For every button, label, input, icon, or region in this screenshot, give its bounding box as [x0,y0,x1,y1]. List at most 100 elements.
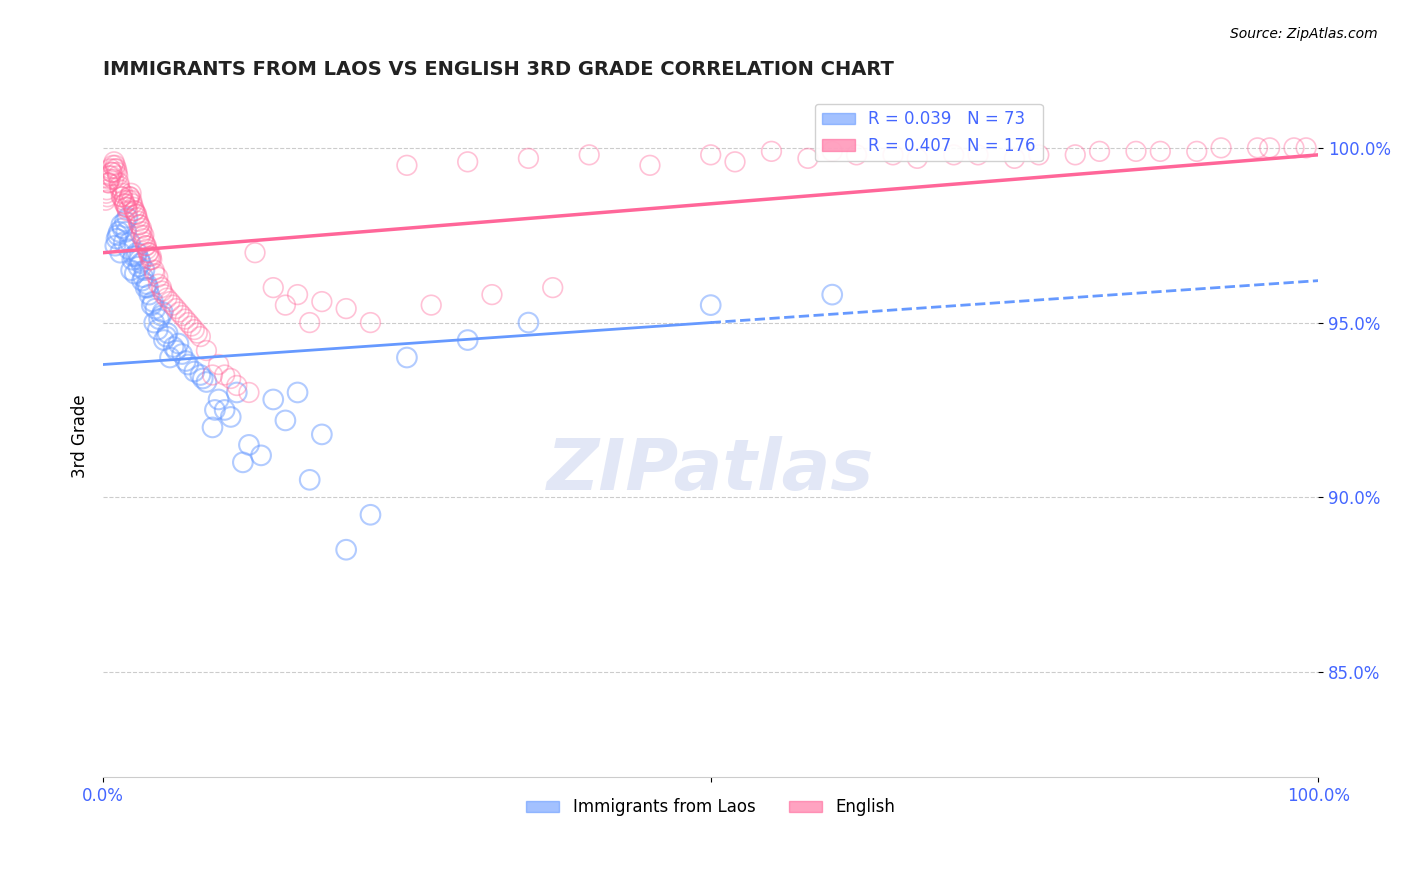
Point [159,351,181,365]
Point [131,221,153,235]
Point [134,263,156,277]
Point [359,508,381,522]
Point [128,218,150,232]
Point [1064,148,1087,162]
Point [134,235,156,250]
Point [420,298,443,312]
Point [97,176,120,190]
Point [335,301,357,316]
Point [146,322,169,336]
Point [153,333,176,347]
Point [121,194,143,208]
Point [98,172,121,186]
Point [180,319,202,334]
Point [395,351,418,365]
Point [143,263,166,277]
Point [148,277,170,292]
Point [195,375,218,389]
Point [177,358,200,372]
Point [262,280,284,294]
Point [882,148,904,162]
Point [104,161,127,176]
Point [1258,141,1281,155]
Point [188,329,211,343]
Point [1282,141,1305,155]
Point [214,368,236,382]
Point [129,228,152,243]
Point [107,169,129,183]
Point [121,196,143,211]
Point [138,245,160,260]
Point [132,232,155,246]
Point [174,354,197,368]
Point [112,235,135,250]
Point [262,392,284,407]
Point [183,364,205,378]
Point [219,371,242,385]
Point [232,455,254,469]
Point [142,294,165,309]
Point [122,249,145,263]
Point [117,194,139,208]
Point [136,280,159,294]
Point [101,158,124,172]
Point [1246,141,1268,155]
Point [578,148,600,162]
Point [156,326,179,340]
Point [105,161,128,176]
Point [1185,145,1208,159]
Point [183,322,205,336]
Point [108,183,131,197]
Point [115,200,138,214]
Point [153,287,176,301]
Point [225,378,247,392]
Point [115,200,138,214]
Point [122,200,145,214]
Point [188,368,211,382]
Point [127,260,149,274]
Point [699,298,721,312]
Point [135,242,157,256]
Point [201,420,224,434]
Point [207,392,229,407]
Point [139,252,162,267]
Point [141,252,163,267]
Point [797,152,820,166]
Point [150,280,173,294]
Point [287,385,309,400]
Point [152,305,174,319]
Point [311,427,333,442]
Point [100,169,122,183]
Point [165,301,187,316]
Point [127,245,149,260]
Point [942,148,965,162]
Point [125,249,148,263]
Point [105,232,128,246]
Point [638,158,661,172]
Point [207,358,229,372]
Point [98,169,121,183]
Point [132,228,155,243]
Point [124,203,146,218]
Point [111,186,134,201]
Point [821,145,844,159]
Point [162,298,184,312]
Point [1004,152,1026,166]
Point [204,403,226,417]
Point [395,158,418,172]
Point [108,176,131,190]
Point [114,214,136,228]
Point [110,218,132,232]
Text: Source: ZipAtlas.com: Source: ZipAtlas.com [1230,27,1378,41]
Point [110,190,132,204]
Point [115,225,138,239]
Point [118,235,141,250]
Point [135,280,157,294]
Point [167,336,190,351]
Point [159,294,181,309]
Point [335,542,357,557]
Point [111,190,134,204]
Point [517,152,540,166]
Point [111,221,134,235]
Point [121,252,143,267]
